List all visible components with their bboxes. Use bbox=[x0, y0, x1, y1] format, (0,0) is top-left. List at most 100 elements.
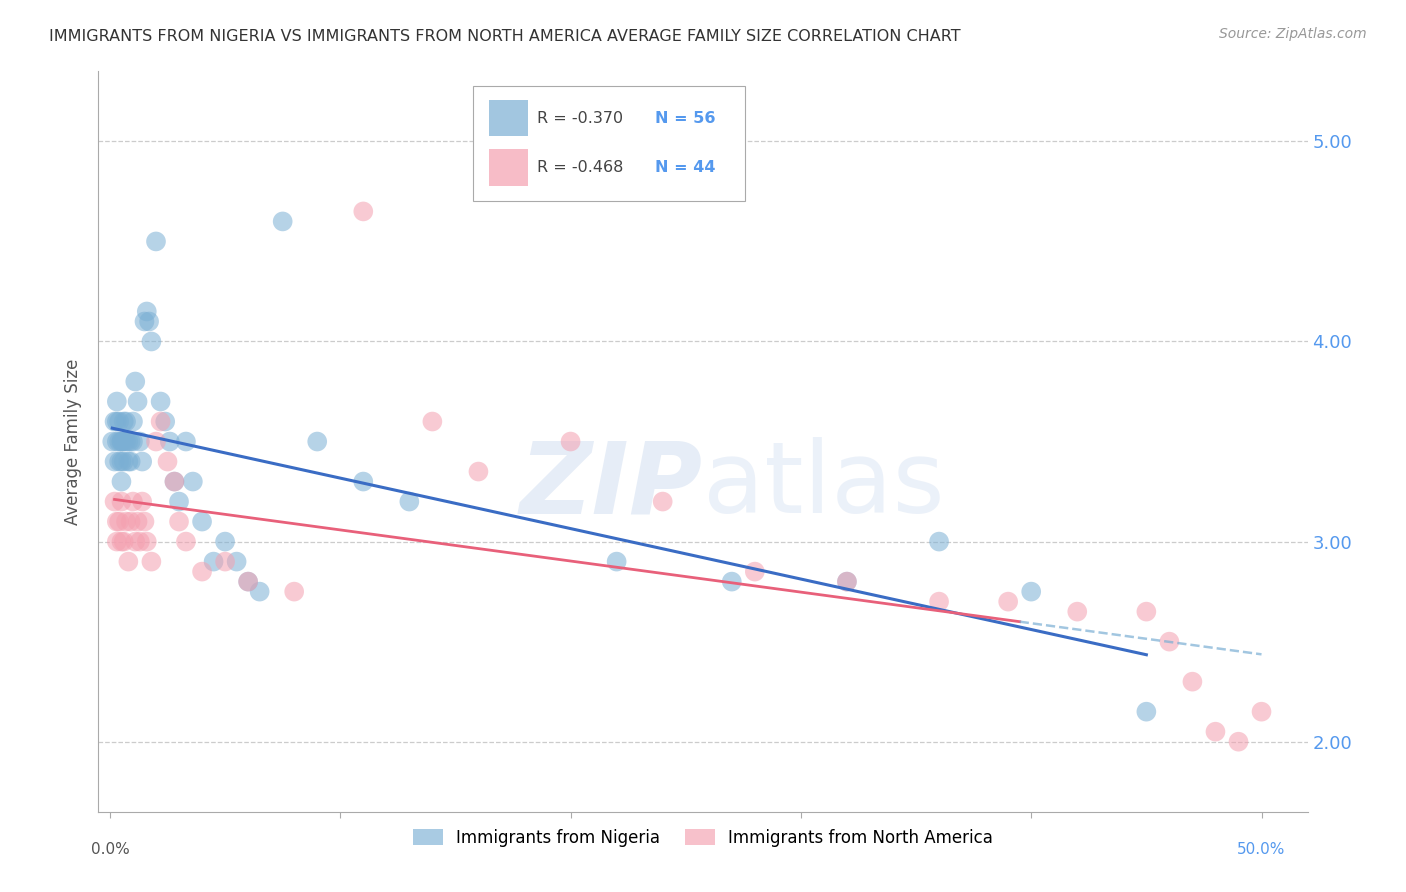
FancyBboxPatch shape bbox=[489, 100, 527, 136]
Point bbox=[1019, 584, 1042, 599]
Point bbox=[155, 415, 177, 429]
Point bbox=[110, 534, 132, 549]
Point bbox=[651, 494, 673, 508]
Point bbox=[110, 434, 132, 449]
Point bbox=[120, 454, 142, 468]
Point bbox=[108, 434, 131, 449]
Point bbox=[271, 214, 294, 228]
Point bbox=[167, 515, 190, 529]
Point bbox=[1159, 634, 1181, 648]
Text: 0.0%: 0.0% bbox=[90, 842, 129, 857]
Point bbox=[149, 415, 172, 429]
Text: atlas: atlas bbox=[703, 437, 945, 534]
Point bbox=[112, 454, 135, 468]
Point bbox=[174, 434, 197, 449]
Point bbox=[174, 534, 197, 549]
Point bbox=[124, 375, 146, 389]
Point bbox=[181, 475, 204, 489]
Point bbox=[928, 594, 950, 608]
Point bbox=[110, 475, 132, 489]
Point bbox=[117, 454, 139, 468]
Point bbox=[1227, 734, 1250, 748]
Point bbox=[928, 534, 950, 549]
Point bbox=[101, 434, 124, 449]
Point bbox=[283, 584, 305, 599]
Text: 50.0%: 50.0% bbox=[1237, 842, 1285, 857]
Point bbox=[720, 574, 742, 589]
Point bbox=[135, 304, 157, 318]
Point bbox=[108, 515, 131, 529]
Point bbox=[202, 555, 225, 569]
Point bbox=[191, 565, 214, 579]
Point bbox=[127, 515, 149, 529]
Point bbox=[131, 494, 153, 508]
Text: IMMIGRANTS FROM NIGERIA VS IMMIGRANTS FROM NORTH AMERICA AVERAGE FAMILY SIZE COR: IMMIGRANTS FROM NIGERIA VS IMMIGRANTS FR… bbox=[49, 29, 960, 45]
Point bbox=[141, 555, 163, 569]
Point bbox=[191, 515, 214, 529]
Point bbox=[159, 434, 181, 449]
Point bbox=[103, 454, 125, 468]
Text: ZIP: ZIP bbox=[520, 437, 703, 534]
Point bbox=[145, 434, 167, 449]
Point bbox=[128, 534, 150, 549]
Point bbox=[225, 555, 247, 569]
Point bbox=[138, 314, 160, 328]
Text: R = -0.468: R = -0.468 bbox=[537, 160, 624, 175]
Y-axis label: Average Family Size: Average Family Size bbox=[65, 359, 83, 524]
Point bbox=[1135, 605, 1157, 619]
FancyBboxPatch shape bbox=[489, 150, 527, 186]
Point bbox=[112, 434, 135, 449]
Point bbox=[1250, 705, 1272, 719]
Point bbox=[131, 454, 153, 468]
Point bbox=[214, 534, 236, 549]
Point bbox=[606, 555, 628, 569]
Point bbox=[167, 494, 190, 508]
Point bbox=[117, 555, 139, 569]
Legend: Immigrants from Nigeria, Immigrants from North America: Immigrants from Nigeria, Immigrants from… bbox=[406, 822, 1000, 854]
Point bbox=[467, 465, 489, 479]
Point bbox=[236, 574, 259, 589]
Text: R = -0.370: R = -0.370 bbox=[537, 111, 623, 126]
Point bbox=[105, 534, 128, 549]
Point bbox=[115, 434, 138, 449]
Point bbox=[1066, 605, 1088, 619]
Point bbox=[105, 415, 128, 429]
Point bbox=[422, 415, 444, 429]
FancyBboxPatch shape bbox=[474, 87, 745, 201]
Point bbox=[1204, 724, 1226, 739]
Point bbox=[110, 454, 132, 468]
Point bbox=[398, 494, 420, 508]
Point bbox=[835, 574, 858, 589]
Text: N = 44: N = 44 bbox=[655, 160, 716, 175]
Point bbox=[122, 415, 145, 429]
Point bbox=[110, 494, 132, 508]
Point bbox=[1181, 674, 1204, 689]
Point bbox=[110, 434, 132, 449]
Point bbox=[112, 534, 135, 549]
Point bbox=[120, 515, 142, 529]
Point bbox=[124, 534, 146, 549]
Point bbox=[141, 334, 163, 349]
Point bbox=[103, 494, 125, 508]
Point bbox=[115, 415, 138, 429]
Point bbox=[560, 434, 582, 449]
Point bbox=[112, 415, 135, 429]
Point bbox=[249, 584, 271, 599]
Point bbox=[163, 475, 186, 489]
Point bbox=[744, 565, 766, 579]
Point bbox=[214, 555, 236, 569]
Point bbox=[120, 434, 142, 449]
Point bbox=[1135, 705, 1157, 719]
Text: Source: ZipAtlas.com: Source: ZipAtlas.com bbox=[1219, 27, 1367, 41]
Point bbox=[134, 314, 156, 328]
Point bbox=[149, 394, 172, 409]
Point bbox=[352, 204, 374, 219]
Point bbox=[236, 574, 259, 589]
Point bbox=[105, 434, 128, 449]
Point bbox=[135, 534, 157, 549]
Point bbox=[127, 394, 149, 409]
Point bbox=[115, 515, 138, 529]
Point bbox=[105, 515, 128, 529]
Point bbox=[105, 394, 128, 409]
Point bbox=[117, 434, 139, 449]
